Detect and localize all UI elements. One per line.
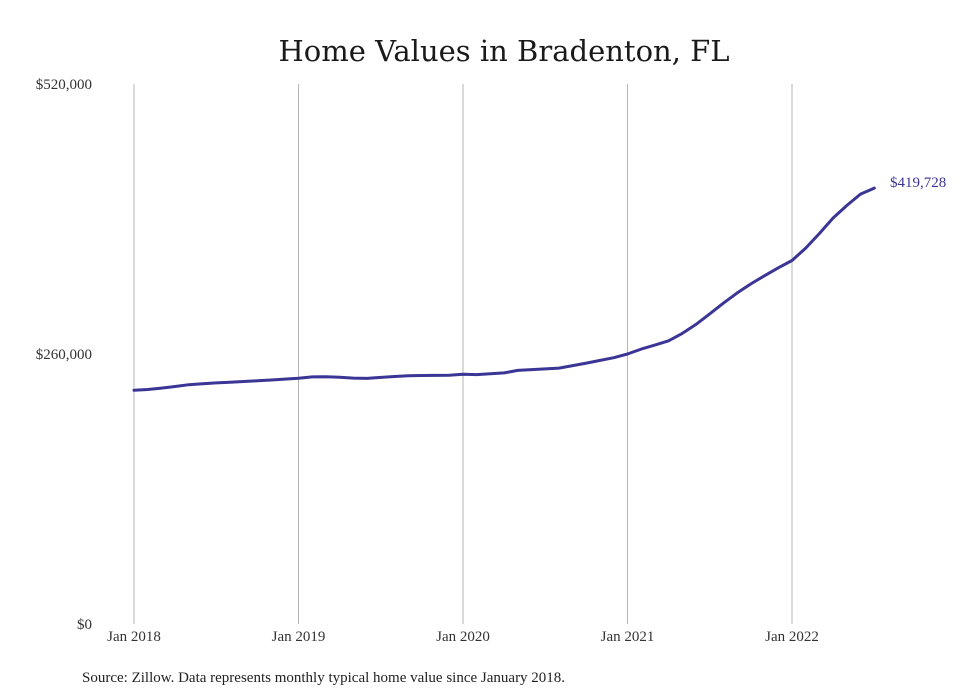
chart-title: Home Values in Bradenton, FL — [278, 34, 729, 68]
x-tick-label: Jan 2022 — [765, 629, 819, 645]
y-tick-label: $520,000 — [36, 77, 92, 93]
x-tick-label: Jan 2019 — [272, 629, 326, 645]
y-tick-label: $0 — [77, 617, 92, 633]
x-axis-ticks: Jan 2018 Jan 2019 Jan 2020 Jan 2021 Jan 2022 — [107, 629, 819, 645]
series-line — [132, 186, 876, 392]
y-axis-ticks: $0 $260,000 $520,000 — [36, 77, 92, 633]
end-value-label: $419,728 — [890, 175, 946, 191]
y-tick-label: $260,000 — [36, 347, 92, 363]
x-tick-label: Jan 2021 — [601, 629, 655, 645]
gridlines — [133, 84, 793, 624]
source-note: Source: Zillow. Data represents monthly … — [82, 670, 565, 686]
x-tick-label: Jan 2018 — [107, 629, 161, 645]
series-group — [132, 186, 876, 392]
x-tick-label: Jan 2020 — [436, 629, 490, 645]
